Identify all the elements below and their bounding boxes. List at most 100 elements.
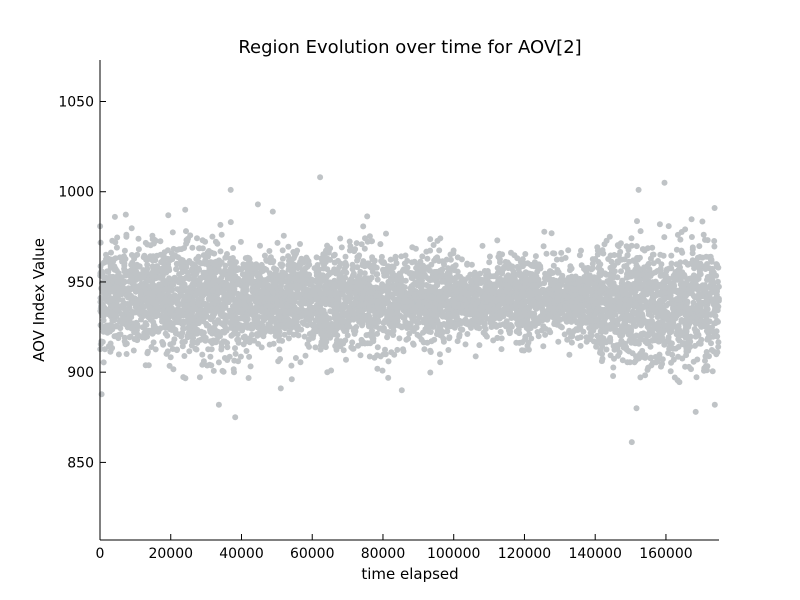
scatter-point bbox=[667, 368, 674, 375]
scatter-point bbox=[215, 289, 222, 296]
scatter-point bbox=[468, 279, 474, 286]
scatter-point bbox=[226, 353, 233, 360]
scatter-point bbox=[357, 352, 364, 359]
scatter-point bbox=[291, 261, 298, 268]
scatter-point bbox=[324, 242, 331, 249]
scatter-point bbox=[329, 284, 336, 291]
scatter-point bbox=[185, 235, 191, 242]
scatter-point bbox=[133, 276, 140, 283]
scatter-point bbox=[532, 253, 539, 260]
scatter-point bbox=[551, 320, 558, 327]
scatter-point bbox=[308, 307, 315, 314]
scatter-point bbox=[176, 319, 183, 326]
scatter-point bbox=[301, 333, 308, 340]
scatter-point bbox=[515, 308, 522, 315]
scatter-point bbox=[111, 213, 118, 220]
scatter-point bbox=[115, 284, 122, 291]
scatter-point bbox=[193, 330, 200, 337]
scatter-point bbox=[401, 314, 408, 321]
scatter-point bbox=[471, 316, 478, 323]
scatter-point bbox=[99, 286, 106, 293]
scatter-point bbox=[507, 298, 514, 305]
scatter-point bbox=[189, 300, 196, 307]
scatter-point bbox=[177, 312, 184, 319]
scatter-point bbox=[105, 285, 112, 292]
scatter-point bbox=[511, 275, 518, 282]
scatter-point bbox=[164, 332, 171, 339]
scatter-point bbox=[519, 339, 526, 346]
scatter-point bbox=[450, 247, 457, 254]
scatter-point bbox=[115, 351, 122, 358]
scatter-point bbox=[302, 309, 309, 316]
scatter-point bbox=[551, 300, 557, 307]
scatter-point bbox=[436, 351, 443, 358]
scatter-point bbox=[219, 313, 226, 320]
scatter-point bbox=[185, 272, 192, 278]
scatter-point bbox=[513, 339, 520, 346]
scatter-point bbox=[278, 273, 285, 280]
scatter-point bbox=[218, 346, 225, 353]
scatter-point bbox=[341, 328, 348, 334]
scatter-point bbox=[247, 309, 254, 316]
scatter-point bbox=[207, 326, 213, 333]
scatter-point bbox=[100, 359, 107, 366]
scatter-point bbox=[457, 294, 464, 301]
scatter-point bbox=[198, 281, 205, 288]
scatter-point bbox=[378, 309, 385, 316]
scatter-point bbox=[437, 359, 444, 366]
scatter-point bbox=[357, 307, 364, 314]
scatter-point bbox=[302, 352, 309, 359]
scatter-point bbox=[107, 263, 114, 269]
scatter-point bbox=[135, 309, 142, 316]
scatter-point bbox=[130, 347, 137, 354]
scatter-point bbox=[313, 254, 320, 261]
scatter-point bbox=[458, 320, 465, 327]
scatter-point bbox=[377, 325, 384, 332]
scatter-point bbox=[212, 259, 219, 266]
scatter-point bbox=[279, 247, 286, 254]
scatter-point bbox=[169, 229, 176, 236]
scatter-point bbox=[208, 295, 215, 302]
scatter-point bbox=[385, 374, 392, 381]
scatter-point bbox=[135, 246, 142, 253]
scatter-point bbox=[464, 261, 471, 268]
scatter-point bbox=[101, 274, 108, 281]
scatter-point bbox=[219, 321, 226, 328]
scatter-point bbox=[398, 291, 405, 298]
scatter-point bbox=[179, 257, 186, 264]
scatter-point bbox=[206, 266, 213, 273]
scatter-point bbox=[384, 294, 391, 301]
scatter-point bbox=[170, 366, 177, 373]
scatter-point bbox=[235, 339, 242, 346]
scatter-point bbox=[156, 292, 163, 299]
scatter-point bbox=[272, 281, 279, 288]
scatter-point bbox=[263, 308, 270, 315]
scatter-point bbox=[490, 289, 497, 296]
scatter-point bbox=[516, 330, 523, 337]
scatter-point bbox=[443, 256, 450, 263]
scatter-point bbox=[205, 275, 212, 282]
scatter-point bbox=[369, 268, 376, 275]
scatter-point bbox=[285, 243, 292, 250]
scatter-point bbox=[430, 242, 437, 248]
scatter-point bbox=[333, 340, 340, 347]
scatter-point bbox=[382, 283, 389, 290]
scatter-point bbox=[194, 235, 200, 242]
scatter-point bbox=[114, 302, 121, 309]
scatter-point bbox=[175, 308, 182, 315]
scatter-point bbox=[111, 317, 118, 324]
scatter-point bbox=[200, 358, 207, 365]
scatter-point bbox=[562, 277, 569, 284]
scatter-point bbox=[240, 261, 247, 268]
scatter-point bbox=[139, 324, 146, 331]
scatter-point bbox=[464, 331, 471, 337]
scatter-point bbox=[405, 335, 412, 342]
scatter-point bbox=[529, 262, 535, 269]
scatter-point bbox=[146, 327, 153, 334]
scatter-point bbox=[231, 369, 237, 376]
scatter-point bbox=[685, 363, 692, 370]
scatter-point bbox=[227, 186, 234, 193]
scatter-point bbox=[261, 315, 268, 322]
scatter-point bbox=[565, 247, 572, 254]
